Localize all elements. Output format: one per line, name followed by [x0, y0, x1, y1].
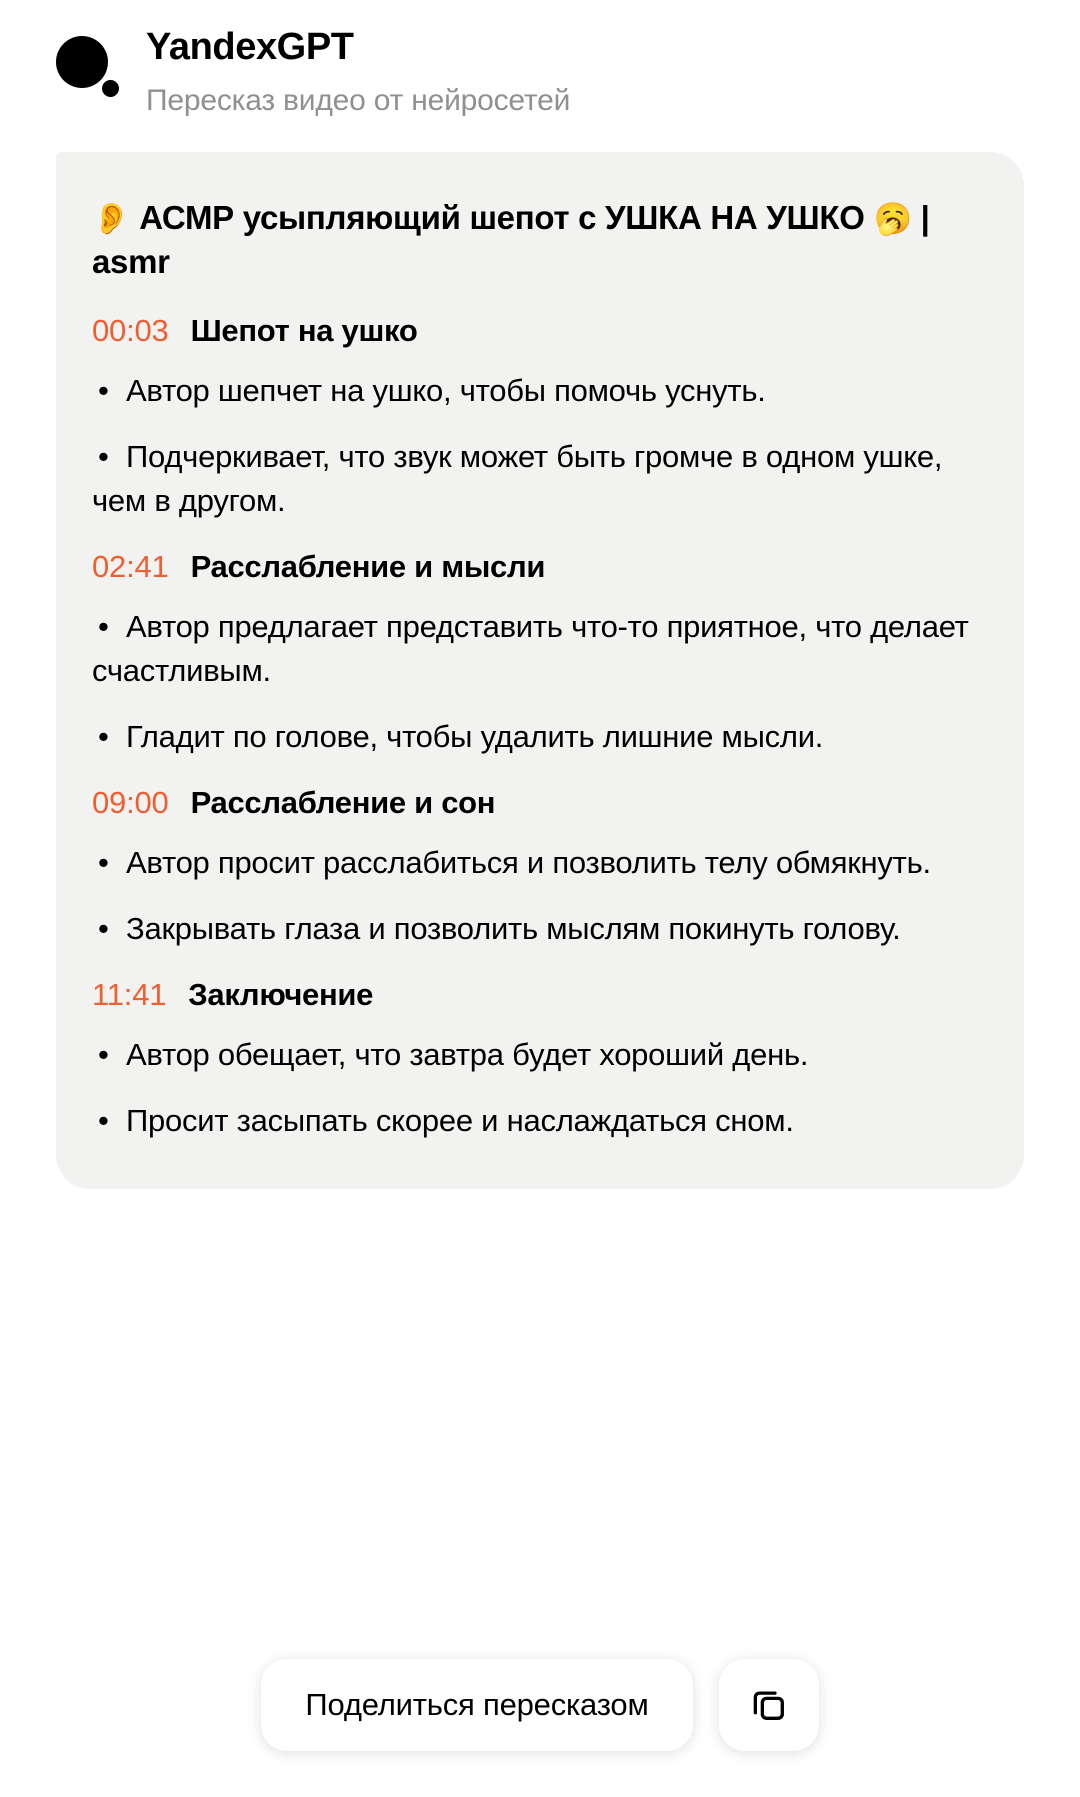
- page-title: YandexGPT: [146, 26, 354, 68]
- summary-bubble: 👂 АСМР усыпляющий шепот с УШКА НА УШКО 🥱…: [56, 151, 1024, 1190]
- bullet-icon: •: [98, 1037, 109, 1073]
- section-timecode[interactable]: 11:41: [92, 977, 167, 1013]
- list-item-text: Автор обещает, что завтра будет хороший …: [126, 1037, 809, 1073]
- yandex-gpt-logo-icon: [56, 32, 122, 98]
- summary-section: 09:00 Расслабление и сон • Автор просит рас…: [92, 785, 988, 951]
- share-summary-button[interactable]: Поделиться пересказом: [261, 1659, 693, 1751]
- logo-large-dot: [56, 36, 108, 88]
- section-header: 11:41 Заключение: [92, 977, 988, 1013]
- list-item-text: Подчеркивает, что звук может быть громче…: [92, 439, 943, 519]
- video-title: 👂 АСМР усыпляющий шепот с УШКА НА УШКО 🥱…: [92, 196, 988, 283]
- ear-icon: 👂: [92, 200, 131, 236]
- section-title: Расслабление и мысли: [190, 549, 546, 585]
- section-timecode[interactable]: 09:00: [92, 785, 169, 821]
- bullet-icon: •: [98, 439, 109, 475]
- summary-section: 00:03 Шепот на ушко • Автор шепчет на ушко,…: [92, 313, 988, 523]
- list-item: • Автор предлагает представить что-то при…: [92, 605, 988, 693]
- list-item: • Автор обещает, что завтра будет хороший…: [92, 1033, 988, 1077]
- section-timecode[interactable]: 02:41: [92, 549, 169, 585]
- list-item-text: Автор шепчет на ушко, чтобы помочь уснут…: [126, 373, 766, 409]
- action-bar: Поделиться пересказом: [0, 1659, 1080, 1751]
- copy-icon: [748, 1684, 790, 1726]
- bullet-icon: •: [98, 609, 109, 645]
- section-timecode[interactable]: 00:03: [92, 313, 169, 349]
- list-item: • Автор шепчет на ушко, чтобы помочь усну…: [92, 369, 988, 413]
- list-item-text: Автор просит расслабиться и позволить те…: [126, 845, 931, 881]
- list-item: • Закрывать глаза и позволить мыслям поки…: [92, 907, 988, 951]
- video-title-line-1: АСМР усыпляющий шепот с УШКА НА УШКО: [139, 198, 865, 236]
- bullet-icon: •: [98, 719, 109, 755]
- yawning-face-icon: 🥱: [873, 200, 912, 236]
- summary-sections: 00:03 Шепот на ушко • Автор шепчет на ушко,…: [92, 313, 988, 1143]
- app-header: YandexGPT Пересказ видео от нейросетей: [0, 0, 1080, 122]
- list-item: • Гладит по голове, чтобы удалить лишние …: [92, 715, 988, 759]
- bullet-icon: •: [98, 373, 109, 409]
- video-title-line-2: | asmr: [92, 198, 930, 280]
- list-item-text: Закрывать глаза и позволить мыслям покин…: [126, 911, 901, 947]
- list-item: • Просит засыпать скорее и наслаждаться с…: [92, 1099, 988, 1143]
- brand-text-block: YandexGPT Пересказ видео от нейросетей: [122, 26, 570, 122]
- list-item-text: Автор предлагает представить что-то прия…: [92, 609, 969, 689]
- section-title: Шепот на ушко: [190, 313, 418, 349]
- section-title: Расслабление и сон: [190, 785, 496, 821]
- bullet-icon: •: [98, 1103, 109, 1139]
- list-item: • Подчеркивает, что звук может быть громч…: [92, 435, 988, 523]
- section-header: 00:03 Шепот на ушко: [92, 313, 988, 349]
- page-subtitle: Пересказ видео от нейросетей: [146, 83, 571, 117]
- summary-section: 02:41 Расслабление и мысли • Автор предлага…: [92, 549, 988, 759]
- list-item: • Автор просит расслабиться и позволить т…: [92, 841, 988, 885]
- summary-section: 11:41 Заключение • Автор обещает, что завтр…: [92, 977, 988, 1143]
- section-title: Заключение: [188, 977, 374, 1013]
- bullet-icon: •: [98, 911, 109, 947]
- copy-summary-button[interactable]: [718, 1659, 819, 1751]
- logo-small-dot: [102, 80, 119, 97]
- section-header: 02:41 Расслабление и мысли: [92, 549, 988, 585]
- section-header: 09:00 Расслабление и сон: [92, 785, 988, 821]
- list-item-text: Гладит по голове, чтобы удалить лишние м…: [126, 719, 824, 755]
- list-item-text: Просит засыпать скорее и наслаждаться сн…: [126, 1103, 794, 1139]
- bullet-icon: •: [98, 845, 109, 881]
